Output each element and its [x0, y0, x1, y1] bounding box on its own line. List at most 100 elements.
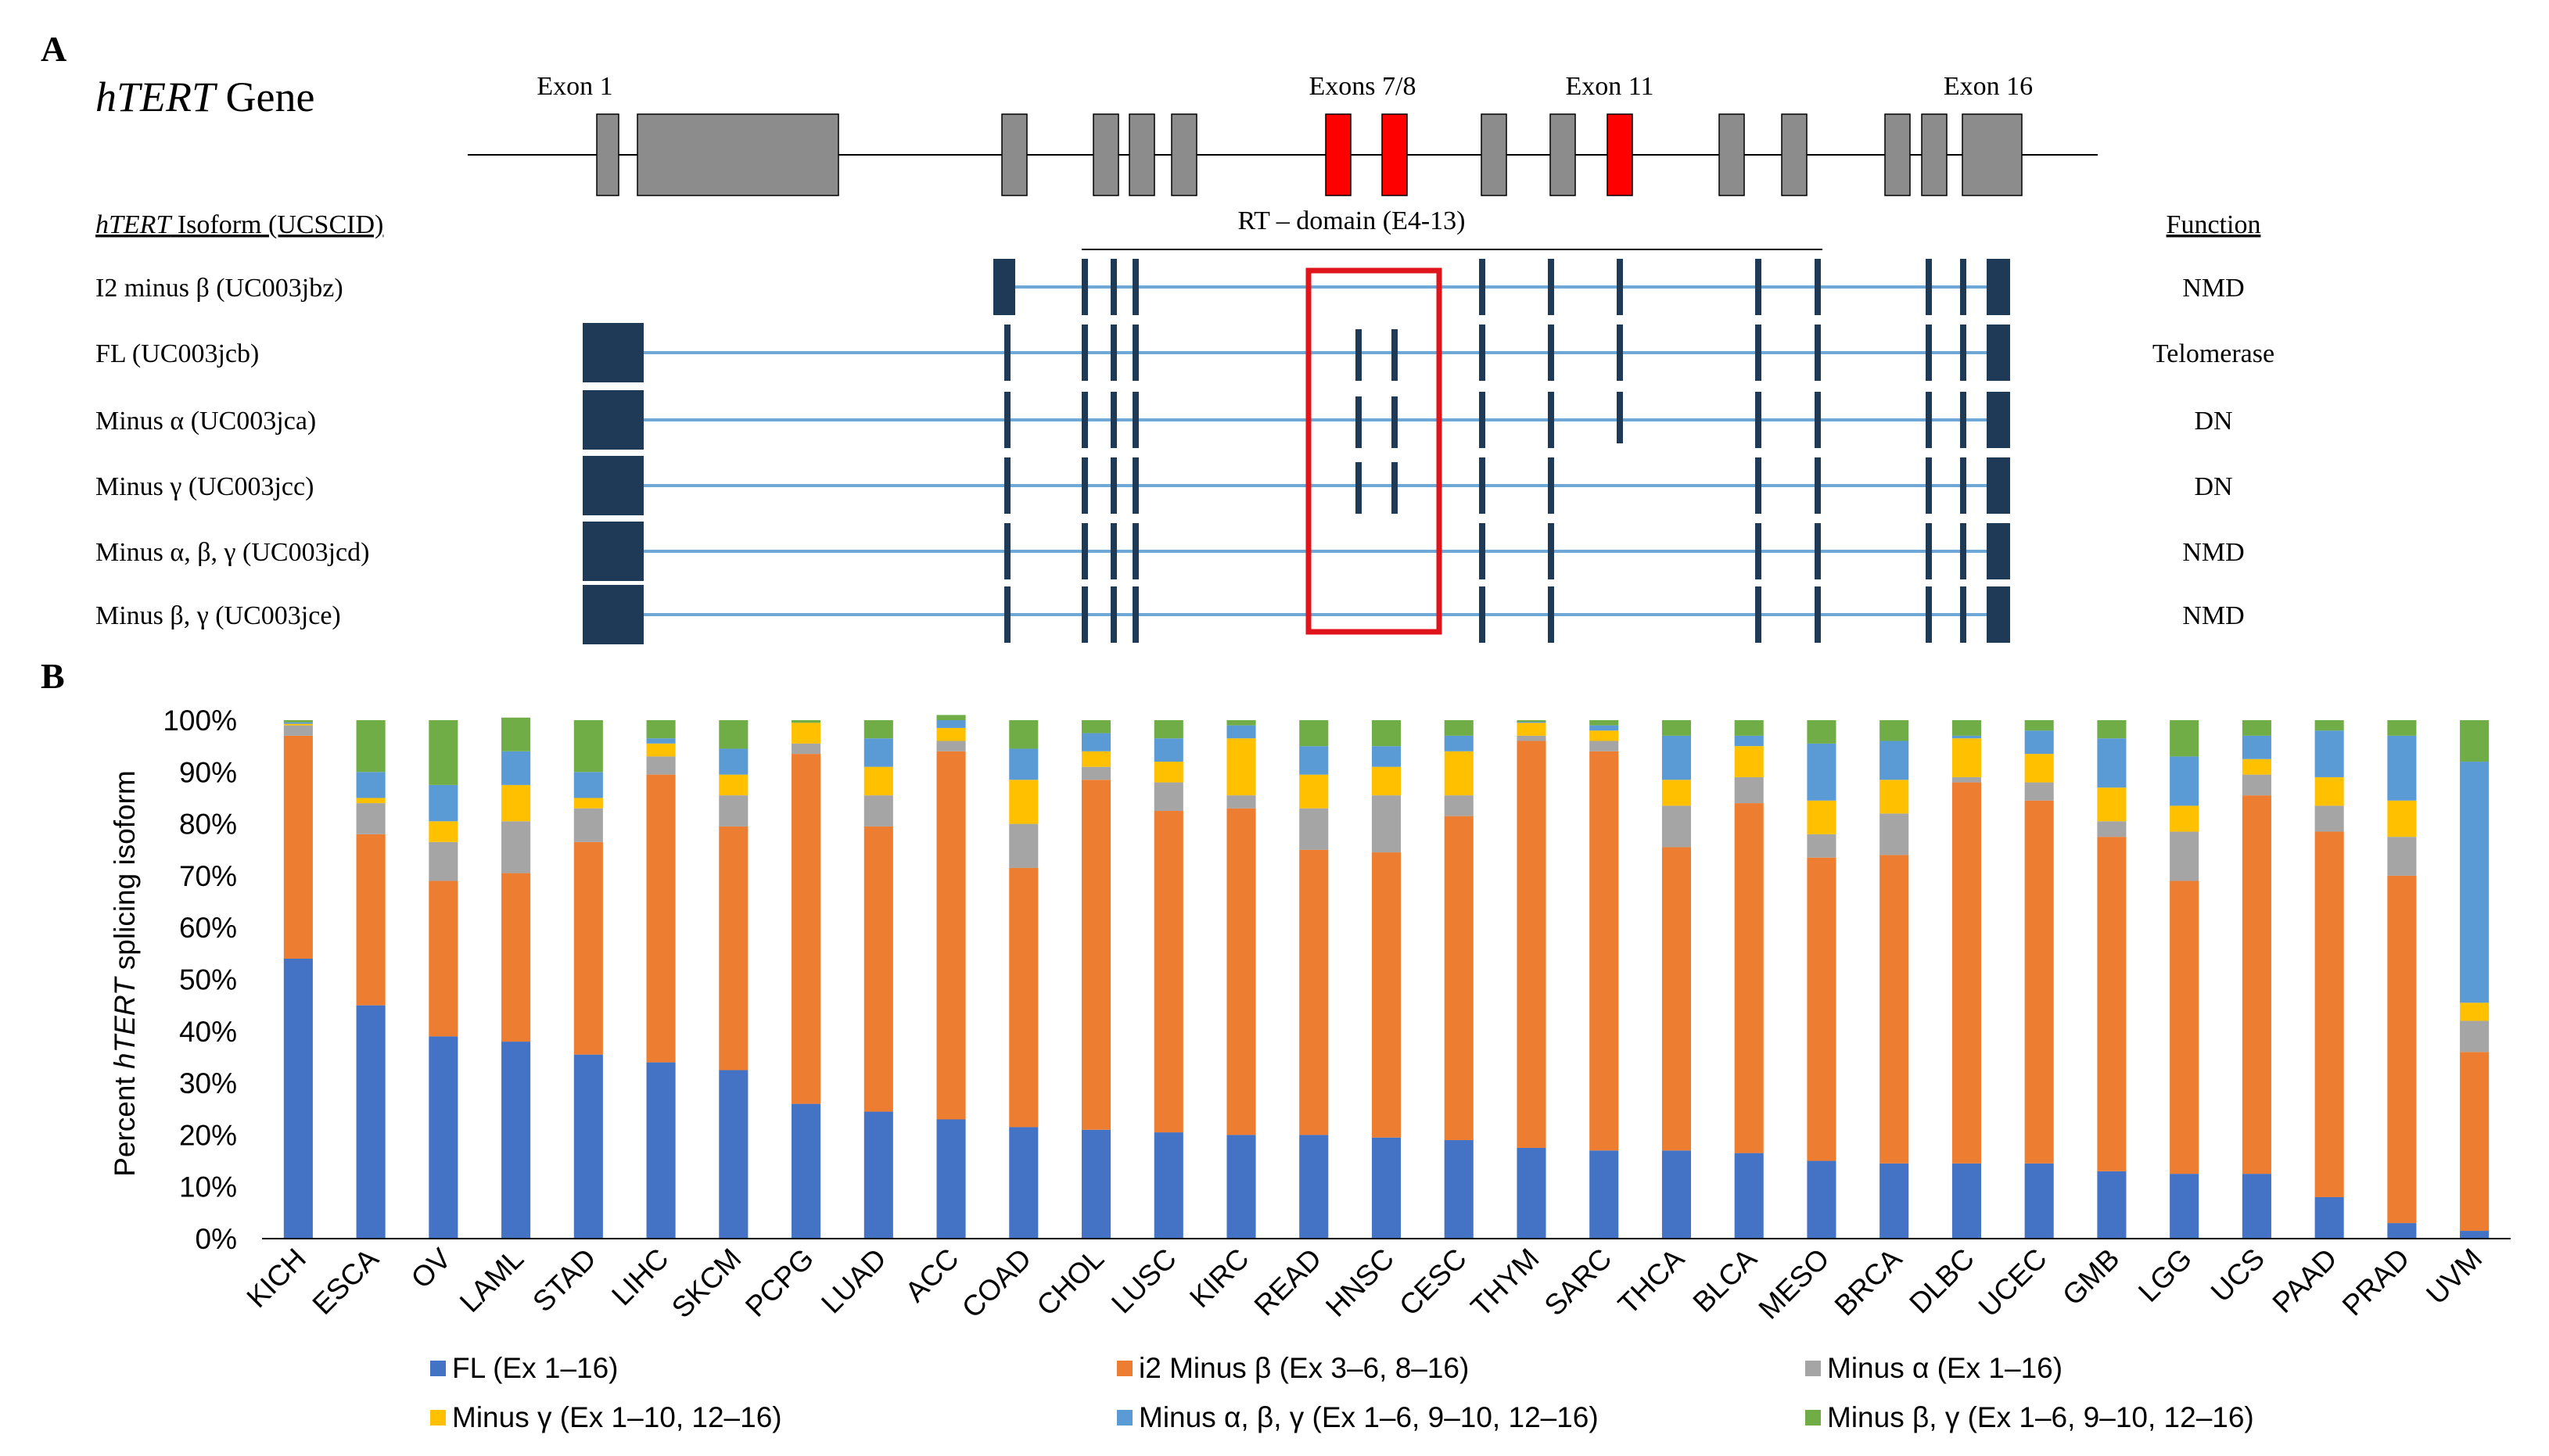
bar-segment: [863, 720, 893, 739]
isoform-exon: [1548, 457, 1554, 514]
bar-segment: [1081, 720, 1111, 733]
isoform-exon: [1960, 457, 1966, 514]
isoform-exon: [1082, 586, 1088, 643]
x-tick-label: STAD: [526, 1243, 602, 1318]
gene-title-italic: hTERT: [95, 74, 218, 120]
gene-exon: [1171, 113, 1197, 196]
bar-segment: [1009, 748, 1039, 780]
bar-segment: [2460, 720, 2490, 762]
isoform-header-italic: hTERT: [95, 210, 172, 239]
bar-segment: [2242, 720, 2271, 736]
isoform-header-rest: Isoform (UCSCID): [171, 210, 383, 239]
bar-segment: [1517, 735, 1546, 741]
bar-segment: [1734, 776, 1764, 804]
gene-exon: [1781, 113, 1808, 196]
bar-segment: [1226, 1135, 1256, 1239]
bar-segment: [2097, 1171, 2127, 1239]
isoform-exon: [1926, 523, 1932, 579]
bar-segment: [2314, 1196, 2344, 1239]
bar-segment: [1734, 746, 1764, 777]
bar-segment: [573, 1054, 603, 1239]
bar-segment: [356, 720, 386, 773]
isoform-exon: [1960, 325, 1966, 381]
x-tick-label: LAML: [454, 1243, 530, 1318]
y-tick-label: 70%: [179, 860, 237, 892]
bar-segment: [1154, 782, 1183, 812]
bar-segment: [1444, 751, 1474, 796]
bar-segment: [1299, 1135, 1329, 1239]
bar-segment: [1951, 782, 1981, 1164]
isoform-exon: [1004, 523, 1011, 579]
bar-segment: [1734, 720, 1764, 736]
y-tick-label: 40%: [179, 1016, 237, 1048]
bar-segment: [573, 798, 603, 809]
isoform-exon: [1082, 457, 1088, 514]
bar-segment: [1879, 855, 1909, 1164]
bar-segment: [2387, 800, 2417, 837]
bar-segment: [2242, 795, 2271, 1174]
bar-segment: [2097, 821, 2127, 837]
x-tick-label: UCS: [2205, 1243, 2271, 1308]
bar-segment: [2170, 756, 2199, 806]
bar-segment: [356, 798, 386, 804]
bar-segment: [1879, 720, 1909, 741]
gene-exon: [596, 113, 619, 196]
legend-label: Minus β, γ (Ex 1–6, 9–10, 12–16): [1827, 1401, 2254, 1433]
isoform-function: DN: [2194, 472, 2232, 501]
bar-segment: [719, 795, 749, 827]
x-tick-label: LUSC: [1105, 1243, 1183, 1320]
bar-segment: [1661, 847, 1692, 1151]
bar-segment: [283, 958, 313, 1239]
bar-segment: [863, 738, 893, 767]
bar-segment: [1951, 776, 1981, 783]
isoform-exon: [1926, 457, 1932, 514]
gene-exon: [1129, 113, 1155, 196]
isoform-exon: [1479, 586, 1485, 643]
bar-segment: [1009, 780, 1039, 824]
bar-segment: [1807, 834, 1836, 858]
y-axis-label-post: splicing isoform: [109, 770, 141, 977]
isoform-exon: [1960, 392, 1966, 448]
bar-segment: [2460, 1002, 2490, 1021]
bar-segment: [1879, 780, 1909, 814]
isoform-exon: [1355, 462, 1362, 514]
bar-segment: [1661, 780, 1692, 806]
exon-label-1: Exon 1: [537, 72, 612, 101]
legend-label: Minus γ (Ex 1–10, 12–16): [452, 1401, 782, 1433]
bar-segment: [2097, 787, 2127, 822]
bar-segment: [1371, 1137, 1402, 1239]
bar-segment: [792, 720, 821, 723]
bar-segment: [2242, 735, 2271, 759]
isoform-exon: [1926, 259, 1932, 315]
bar-segment: [2024, 1163, 2054, 1239]
x-tick-label: THYM: [1465, 1243, 1546, 1323]
isoform-exon: [1133, 325, 1139, 381]
bar-segment: [2387, 837, 2417, 876]
gene-exon: [1962, 113, 2023, 196]
x-tick-label: PCPG: [739, 1243, 820, 1323]
bar-segment: [863, 826, 893, 1112]
bar-segment: [1517, 741, 1546, 1148]
y-tick-label: 90%: [179, 756, 237, 788]
bar-segment: [719, 748, 749, 775]
isoform-exon: [1004, 457, 1011, 514]
isoform-exon: [1548, 259, 1554, 315]
isoform-exon: [1755, 392, 1761, 448]
isoform-exon: [1815, 457, 1821, 514]
bar-segment: [1009, 1127, 1039, 1239]
bar-segment: [1517, 723, 1546, 736]
isoform-exon: [1815, 259, 1821, 315]
gene-exon-11: [1607, 113, 1633, 196]
bar-segment: [429, 1036, 458, 1239]
bar-segment: [1589, 720, 1619, 726]
bar-segment: [719, 1070, 749, 1239]
gene-exon: [1921, 113, 1948, 196]
isoform-exon: [1755, 325, 1761, 381]
bar-segment: [1371, 852, 1402, 1138]
bar-segment: [1807, 800, 1836, 834]
isoform-exon: [1082, 523, 1088, 579]
isoform-exon: [1111, 392, 1117, 448]
x-tick-label: DLBC: [1903, 1243, 1980, 1320]
y-axis: 0% 10% 20% 30% 40% 50% 60% 70% 80% 90% 100%: [163, 705, 237, 1255]
